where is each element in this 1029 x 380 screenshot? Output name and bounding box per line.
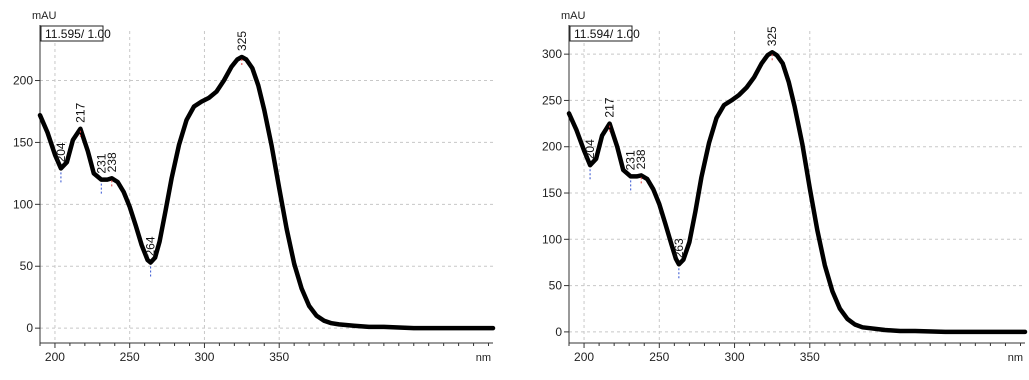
peak-marker-325: 325 <box>235 31 249 65</box>
x-unit-label: nm <box>476 352 491 364</box>
peak-label: 231 <box>94 153 108 173</box>
x-tick-label: 200 <box>574 350 594 364</box>
x-tick-label: 350 <box>800 350 820 364</box>
peak-marker-238: 238 <box>105 152 119 187</box>
y-tick-label: 150 <box>542 186 562 200</box>
peak-marker-204: 204 <box>583 139 597 180</box>
peak-label: 217 <box>73 102 87 122</box>
peak-label: 325 <box>765 26 779 46</box>
peak-marker-238: 238 <box>634 149 648 184</box>
y-tick-label: 300 <box>542 47 562 61</box>
x-tick-label: 200 <box>45 350 65 364</box>
spectrum-line <box>37 54 496 331</box>
peak-label: 204 <box>583 139 597 159</box>
y-unit-label: mAU <box>32 10 57 22</box>
peak-marker-217: 217 <box>603 97 617 132</box>
x-unit-label: nm <box>1008 352 1023 364</box>
peak-marker-204: 204 <box>54 142 68 183</box>
x-tick-label: 250 <box>649 350 669 364</box>
peak-label: 217 <box>603 97 617 117</box>
peak-marker-231: 231 <box>94 153 108 194</box>
spectrum-chart-right: 0 50 100 150 200 250 300 200 250 300 350 mAU nm 11.59… <box>542 10 1028 364</box>
x-tick-label: 250 <box>120 350 140 364</box>
grid <box>569 31 1025 343</box>
peak-label: 238 <box>105 152 119 172</box>
peak-marker-325: 325 <box>765 26 779 61</box>
peak-label: 231 <box>624 150 638 170</box>
peak-label: 264 <box>144 236 158 256</box>
y-tick-label: 100 <box>542 232 562 246</box>
y-unit-label: mAU <box>561 10 586 22</box>
peak-label: 325 <box>235 31 249 51</box>
y-tick-label: 0 <box>26 321 33 335</box>
retention-time-label: 11.594/ 1.00 <box>574 27 640 41</box>
retention-time-label: 11.595/ 1.00 <box>45 27 111 41</box>
retention-time-box: 11.595/ 1.00 <box>40 25 111 42</box>
y-tick-label: 150 <box>13 135 33 149</box>
peak-marker-217: 217 <box>73 102 87 137</box>
y-tick-label: 200 <box>542 140 562 154</box>
grid <box>40 31 493 343</box>
x-tick-label: 300 <box>194 350 214 364</box>
peak-marker-263: 263 <box>672 238 686 279</box>
y-tick-label: 50 <box>549 279 563 293</box>
peak-label: 238 <box>634 149 648 169</box>
spectrum-chart-left: 0 50 100 150 200 200 250 300 350 mAU nm 11.595/ 1.0… <box>13 10 496 364</box>
y-tick-label: 0 <box>555 325 562 339</box>
x-tick-label: 300 <box>725 350 745 364</box>
peak-marker-231: 231 <box>624 150 638 191</box>
x-tick-label: 350 <box>269 350 289 364</box>
peak-marker-264: 264 <box>144 236 158 277</box>
peak-label: 263 <box>672 238 686 258</box>
y-tick-label: 200 <box>13 74 33 88</box>
y-tick-label: 100 <box>13 197 33 211</box>
retention-time-box: 11.594/ 1.00 <box>569 25 640 42</box>
y-tick-label: 50 <box>20 259 34 273</box>
spectrum-line <box>566 50 1028 335</box>
peak-label: 204 <box>54 142 68 162</box>
y-tick-label: 250 <box>542 93 562 107</box>
